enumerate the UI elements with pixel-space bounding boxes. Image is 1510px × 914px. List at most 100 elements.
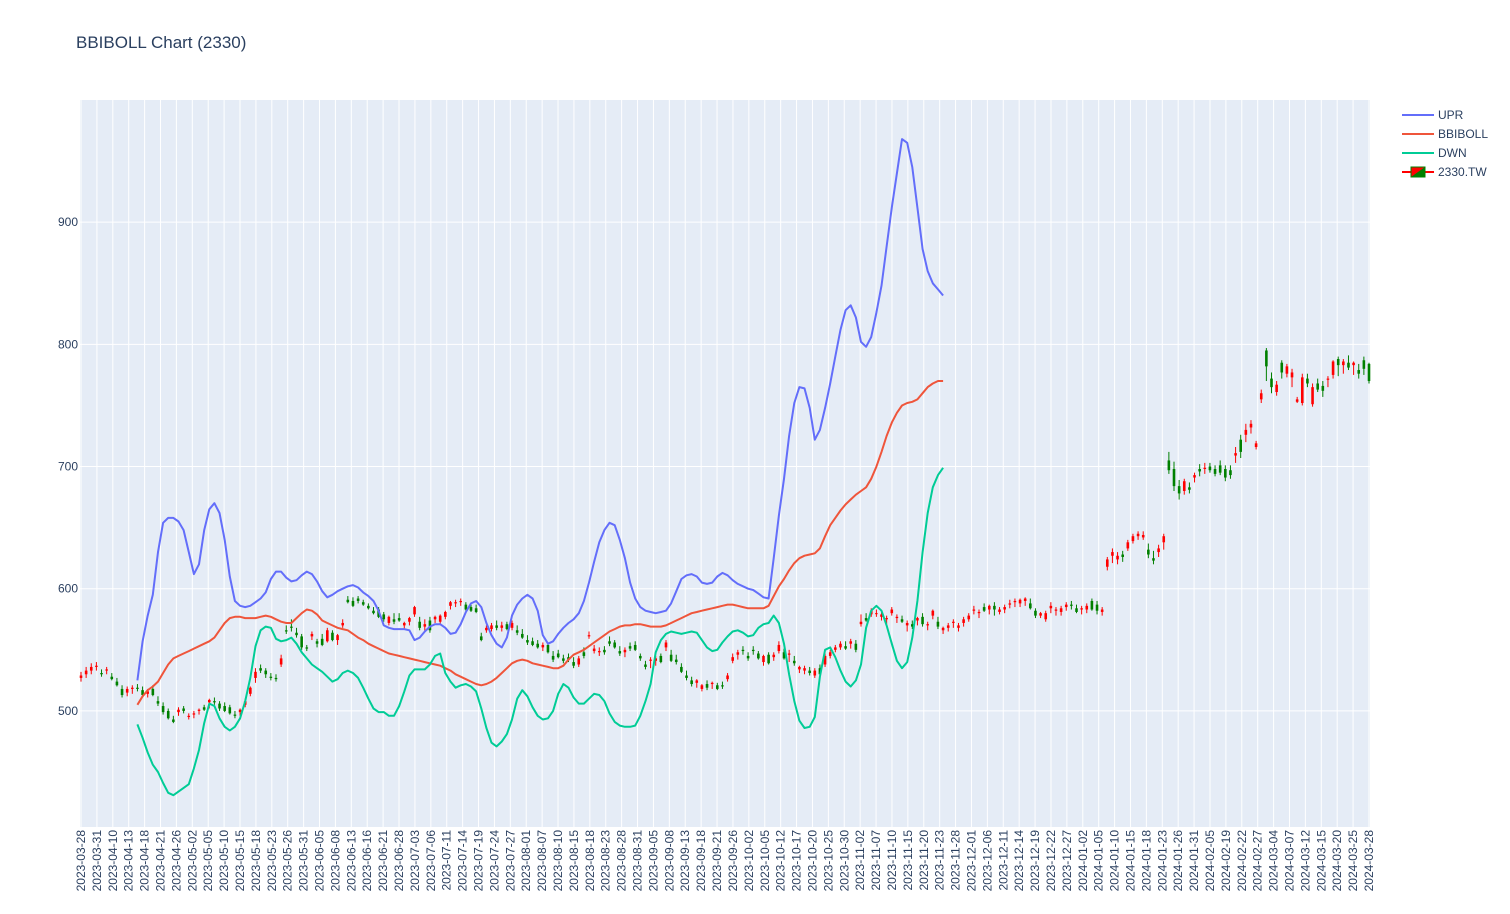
- candle-body: [972, 609, 976, 611]
- candle-body: [1218, 465, 1222, 473]
- candle-body: [320, 638, 324, 645]
- x-tick-label: 2024-02-27: [1251, 830, 1265, 892]
- candle-body: [331, 632, 334, 641]
- candle-body: [418, 621, 421, 628]
- candle-body: [274, 677, 278, 680]
- x-tick-label: 2023-10-12: [774, 830, 788, 892]
- candle-body: [926, 624, 929, 626]
- line-series[interactable]: [136, 138, 944, 797]
- candle-body: [89, 666, 93, 671]
- candle-body: [182, 708, 185, 711]
- x-tick-label: 2023-05-18: [249, 830, 263, 892]
- candle-body: [551, 655, 555, 660]
- candle-body: [967, 615, 971, 620]
- x-tick-label: 2023-10-02: [742, 830, 756, 892]
- candle-body: [736, 652, 740, 655]
- candle-body: [639, 655, 642, 659]
- candle-body: [310, 633, 314, 637]
- x-tick-label: 2023-09-18: [694, 830, 708, 892]
- candle-body: [207, 699, 211, 703]
- candle-body: [1100, 609, 1104, 612]
- x-tick-label: 2024-02-22: [1235, 830, 1249, 892]
- candle-body: [623, 649, 627, 653]
- candle-body: [644, 664, 647, 667]
- candle-body: [300, 636, 303, 648]
- candlestick-series[interactable]: [79, 348, 1371, 724]
- x-tick-label: 2023-07-19: [472, 830, 486, 892]
- candle-body: [597, 651, 601, 653]
- x-tick-label: 2024-03-20: [1330, 830, 1344, 892]
- x-tick-label: 2023-09-21: [710, 830, 724, 892]
- x-tick-label: 2023-04-10: [106, 830, 120, 892]
- candle-body: [1054, 609, 1058, 611]
- candle-body: [474, 608, 478, 612]
- candle-body: [1254, 443, 1258, 448]
- x-tick-label: 2023-09-08: [662, 830, 676, 892]
- legend-candle-swatch: [1402, 166, 1434, 177]
- candle-body: [233, 714, 237, 716]
- candle-body: [1049, 605, 1053, 609]
- legend-item-bbiboll[interactable]: BBIBOLL: [1402, 124, 1488, 143]
- candle-body: [249, 687, 252, 694]
- candle-body: [803, 668, 806, 671]
- candle-body: [1064, 604, 1068, 608]
- x-tick-label: 2024-03-04: [1267, 830, 1281, 892]
- candle-body: [556, 653, 560, 658]
- candle-body: [105, 669, 108, 671]
- x-tick-label: 2023-05-10: [217, 830, 231, 892]
- legend[interactable]: UPR BBIBOLL DWN 2330.TW: [1402, 105, 1488, 181]
- x-tick-label: 2023-11-20: [917, 830, 931, 891]
- series-line-dwn: [136, 467, 944, 797]
- candle-body: [1008, 603, 1012, 605]
- x-tick-label: 2023-03-31: [90, 830, 104, 892]
- x-tick-label: 2023-08-18: [583, 830, 597, 892]
- candle-body: [659, 655, 663, 663]
- candle-body: [1213, 468, 1217, 474]
- x-tick-label: 2023-10-30: [837, 830, 851, 892]
- chart-title: BBIBOLL Chart (2330): [76, 33, 247, 52]
- candle-body: [813, 670, 817, 676]
- candle-body: [1306, 378, 1309, 384]
- x-tick-label: 2023-10-25: [821, 830, 835, 892]
- candle-body: [1080, 608, 1083, 610]
- candle-body: [1280, 362, 1284, 373]
- candle-body: [1044, 613, 1048, 620]
- candle-body: [531, 641, 534, 645]
- candle-body: [1347, 362, 1350, 368]
- legend-line-swatch: [1402, 113, 1434, 116]
- candle-body: [998, 609, 1001, 612]
- legend-item-2330tw[interactable]: 2330.TW: [1402, 162, 1488, 181]
- candle-body: [1249, 423, 1253, 428]
- candle-body: [1336, 359, 1340, 366]
- candle-body: [1326, 378, 1330, 380]
- candle-body: [941, 627, 945, 631]
- plot-background: [80, 100, 1370, 827]
- candle-body: [1029, 603, 1032, 609]
- x-tick-label: 2024-03-28: [1362, 830, 1376, 892]
- candle-body: [787, 653, 791, 655]
- candle-body: [834, 647, 837, 650]
- candle-body: [731, 657, 734, 661]
- candle-body: [495, 625, 498, 628]
- candle-body: [1121, 554, 1124, 557]
- candle-body: [346, 599, 350, 603]
- x-tick-label: 2024-03-15: [1314, 830, 1328, 892]
- candle-body: [746, 655, 750, 659]
- candle-body: [572, 662, 575, 666]
- candle-body: [469, 607, 473, 611]
- candle-body: [1270, 378, 1273, 388]
- candle-body: [218, 703, 221, 709]
- x-tick-label: 2023-05-23: [265, 830, 279, 892]
- candle-body: [1085, 605, 1089, 610]
- legend-item-dwn[interactable]: DWN: [1402, 143, 1488, 162]
- candle-body: [1198, 468, 1201, 472]
- candle-body: [295, 632, 298, 636]
- candle-body: [423, 624, 427, 627]
- candle-body: [500, 625, 504, 628]
- x-tick-label: 2023-06-21: [376, 830, 390, 892]
- x-tick-label: 2023-03-28: [74, 830, 88, 892]
- x-tick-label: 2023-06-08: [328, 830, 342, 892]
- candle-body: [628, 646, 632, 649]
- legend-item-upr[interactable]: UPR: [1402, 105, 1488, 124]
